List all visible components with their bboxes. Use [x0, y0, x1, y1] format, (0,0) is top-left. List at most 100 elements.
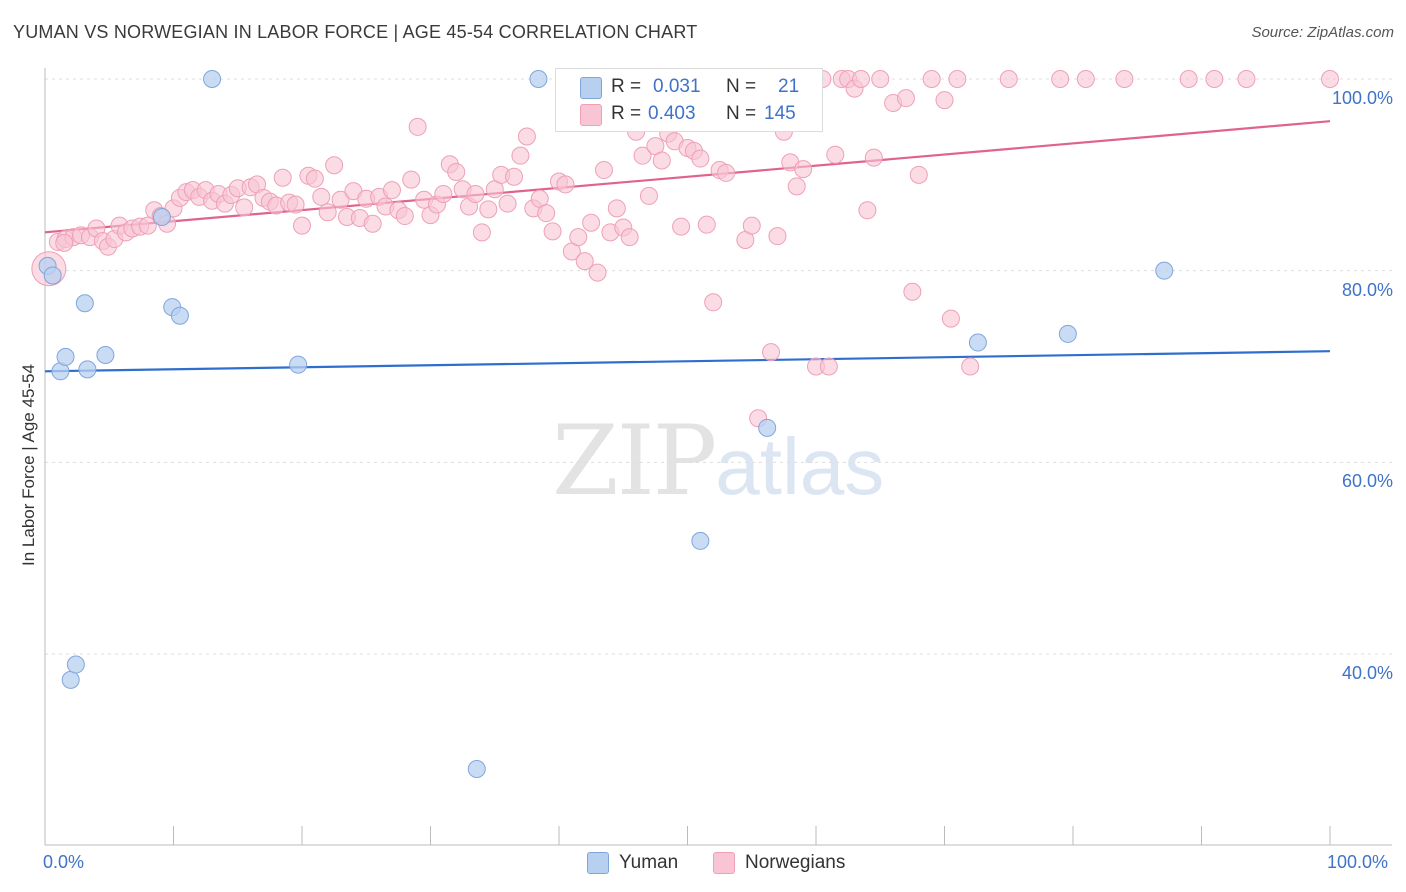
watermark: ZIPatlas — [552, 405, 884, 517]
yuman-point — [66, 655, 85, 674]
yuman-point — [203, 70, 222, 88]
norwegian-point — [652, 151, 671, 170]
correlation-legend: R = 0.031 N = 21 R = 0.403 N = 145 — [555, 68, 823, 132]
norwegian-point — [479, 200, 498, 219]
yuman-trend-line — [44, 350, 1331, 373]
bottom-legend-swatch-norwegians — [713, 852, 735, 874]
x-tick-label-min: 0.0% — [43, 852, 85, 872]
y-tick-label: 60.0% — [1341, 471, 1393, 492]
norwegian-point — [1051, 70, 1070, 88]
yuman-point — [691, 531, 710, 550]
norwegian-point — [312, 187, 331, 206]
norwegian-point — [691, 149, 710, 168]
norwegian-point — [896, 89, 915, 108]
yuman-point — [75, 294, 94, 313]
norwegian-point — [273, 168, 292, 187]
y-tick-label: 100.0% — [1331, 88, 1393, 108]
norwegian-point — [472, 223, 491, 242]
norwegian-point — [697, 215, 716, 234]
norwegian-point — [408, 117, 427, 136]
norwegian-point — [235, 198, 254, 217]
norwegian-point — [466, 185, 485, 203]
yuman-point — [96, 346, 115, 364]
yuman-point — [1058, 324, 1077, 343]
norwegian-point — [402, 170, 421, 189]
norwegian-point — [620, 228, 639, 247]
norwegian-point — [55, 233, 74, 252]
yuman-point — [61, 670, 80, 689]
norwegian-point — [382, 181, 401, 200]
norwegian-point — [1115, 70, 1134, 88]
norwegian-point — [138, 216, 157, 235]
norwegian-point — [672, 217, 691, 236]
yuman-point — [758, 418, 777, 437]
norwegian-point — [762, 343, 781, 362]
chart-title: YUMAN VS NORWEGIAN IN LABOR FORCE | AGE … — [13, 22, 698, 42]
norwegian-point — [768, 227, 787, 246]
bottom-legend-label-yuman: Yuman — [619, 852, 679, 873]
norwegian-point — [331, 190, 350, 209]
legend-n-value: 21 — [778, 76, 800, 97]
norwegian-point — [1205, 70, 1224, 88]
legend-r-value: 0.403 — [648, 103, 696, 124]
yuman-point — [152, 208, 171, 226]
norwegian-point — [607, 199, 626, 218]
norwegian-point — [588, 263, 607, 282]
watermark-atlas: atlas — [715, 422, 885, 511]
norwegian-point — [1179, 70, 1198, 88]
y-tick-label: 40.0% — [1341, 663, 1393, 683]
norwegian-point — [363, 214, 382, 233]
legend-r-value: 0.031 — [653, 76, 701, 97]
norwegian-point — [395, 207, 414, 226]
norwegian-point — [1076, 70, 1095, 88]
y-tick-label: 80.0% — [1341, 279, 1393, 300]
norwegian-point — [935, 91, 954, 110]
norwegian-point — [851, 70, 870, 88]
norwegian-point — [903, 282, 922, 301]
norwegian-point — [286, 195, 305, 214]
norwegian-point — [787, 177, 806, 196]
legend-n-label: N = — [726, 76, 757, 97]
norwegian-point — [742, 216, 761, 235]
norwegian-point — [639, 186, 658, 205]
yuman-point — [529, 70, 548, 88]
legend-n-value: 145 — [764, 103, 796, 124]
norwegian-point — [864, 148, 883, 167]
norwegian-trend-line — [44, 120, 1331, 234]
norwegian-point — [305, 169, 324, 188]
norwegian-point — [511, 146, 530, 165]
norwegian-point — [537, 204, 556, 223]
norwegian-point — [717, 163, 736, 182]
yuman-point — [467, 760, 486, 778]
norwegian-point — [941, 309, 960, 328]
norwegian-point — [826, 145, 845, 164]
bottom-legend-swatch-yuman — [587, 852, 609, 874]
legend-n-label: N = — [726, 103, 757, 124]
norwegian-point — [948, 70, 967, 88]
norwegian-point — [575, 252, 594, 271]
yuman-point — [43, 266, 62, 285]
norwegian-point — [909, 165, 928, 184]
norwegian-point — [961, 357, 980, 376]
norwegian-point — [794, 160, 813, 179]
norwegian-point — [922, 70, 941, 88]
norwegian-point — [858, 201, 877, 220]
norwegian-point — [318, 203, 337, 222]
norwegian-point — [633, 146, 652, 165]
norwegian-point — [871, 70, 890, 88]
norwegian-point — [1237, 70, 1256, 88]
watermark-zip: ZIP — [552, 405, 717, 517]
norwegian-point — [594, 161, 613, 180]
y-axis-label: In Labor Force | Age 45-54 — [19, 364, 38, 566]
norwegian-point — [1321, 70, 1339, 88]
norwegian-point — [569, 228, 588, 247]
norwegian-point — [819, 357, 838, 376]
norwegian-point — [999, 70, 1018, 88]
data-points — [31, 70, 1339, 778]
legend-r-label: R = — [611, 76, 642, 97]
yuman-point — [78, 360, 97, 379]
yuman-point — [289, 355, 308, 374]
yuman-point — [170, 306, 189, 325]
yuman-point — [56, 347, 75, 366]
bottom-legend-label-norwegians: Norwegians — [745, 852, 846, 873]
